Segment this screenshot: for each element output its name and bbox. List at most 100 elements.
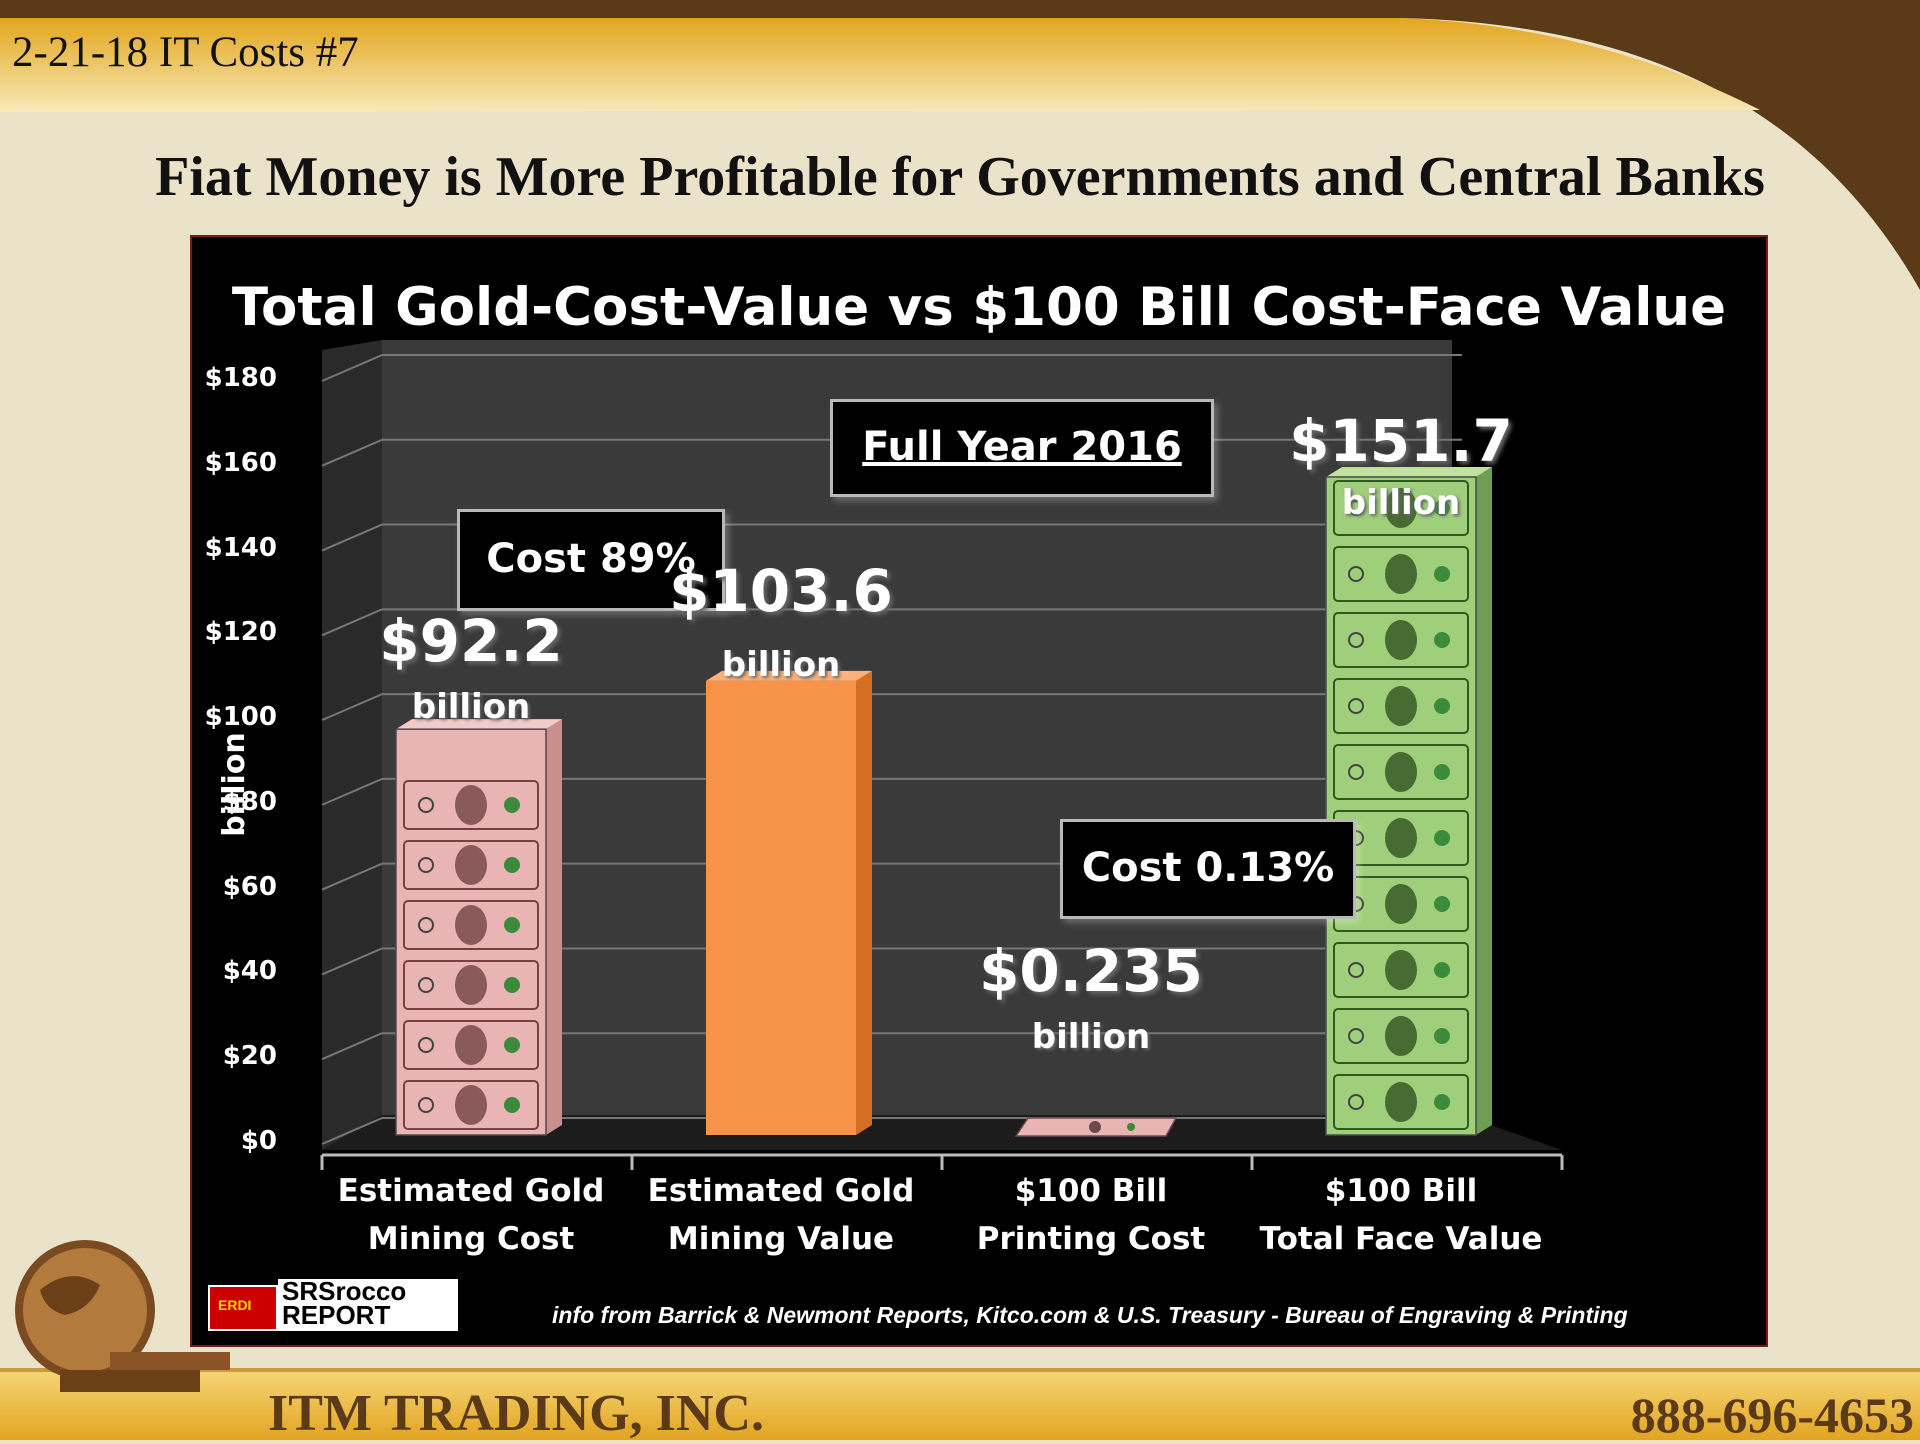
banknote — [1333, 1074, 1469, 1130]
banknote-seal — [1348, 698, 1364, 714]
category-label-line: Mining Cost — [367, 1221, 575, 1257]
category-label-line: $100 Bill — [1324, 1173, 1478, 1209]
banknote — [403, 960, 539, 1010]
category-label-line: Estimated Gold — [337, 1173, 605, 1209]
banknote — [403, 840, 539, 890]
banknote — [403, 1020, 539, 1070]
chart-side-wall — [322, 340, 382, 1150]
bar-1 — [706, 680, 856, 1135]
banknote-seal — [1348, 566, 1364, 582]
y-tick-label: $160 — [204, 447, 277, 478]
gridline-side — [321, 1117, 383, 1145]
bar-top — [1326, 466, 1492, 477]
banknote-seal-green — [1434, 764, 1450, 780]
srsrocco-logo: ERDI SRSrocco REPORT — [208, 1276, 464, 1331]
y-tick-label: $180 — [204, 363, 277, 393]
banknote-portrait — [455, 785, 487, 825]
bill-portrait — [1089, 1121, 1101, 1133]
banknote-portrait — [1385, 884, 1417, 924]
banknote-seal-green — [504, 857, 520, 873]
value-unit-label: billion — [411, 687, 531, 727]
bar-side — [546, 719, 562, 1135]
banknote-seal-green — [1434, 500, 1450, 516]
category-label-line: Mining Value — [667, 1221, 895, 1257]
value-label: $92.2 — [379, 607, 563, 675]
banknote — [1333, 480, 1469, 536]
bill-seal — [1127, 1123, 1135, 1131]
banknote-seal-green — [504, 977, 520, 993]
value-label: $103.6 — [669, 557, 893, 625]
bill-cost-ratio-label: Cost 0.13% — [1060, 819, 1356, 919]
banknote-portrait — [1385, 488, 1417, 528]
banknote-seal-green — [1434, 962, 1450, 978]
bar-side — [856, 670, 872, 1135]
category-label-line: $100 Bill — [1014, 1173, 1168, 1209]
period-label: Full Year 2016 — [830, 399, 1214, 497]
banknote-seal-green — [1434, 566, 1450, 582]
banknote-portrait — [455, 905, 487, 945]
gridline-side — [321, 354, 383, 382]
value-unit-label: billion — [1031, 1017, 1151, 1057]
banknote — [403, 900, 539, 950]
period-text: Full Year 2016 — [862, 424, 1182, 470]
slide-tag: 2-21-18 IT Costs #7 — [12, 29, 359, 76]
chart-panel: Total Gold-Cost-Value vs $100 Bill Cost-… — [190, 235, 1768, 1347]
y-tick-label: $140 — [204, 532, 277, 563]
y-tick-label: $20 — [222, 1041, 277, 1072]
banknote-seal-green — [504, 1037, 520, 1053]
logo-badge-text: ERDI — [218, 1297, 252, 1313]
banknote-seal-green — [1434, 632, 1450, 648]
y-tick-label: $100 — [204, 702, 277, 733]
banknote-seal-green — [504, 1097, 520, 1113]
gridline-side — [321, 862, 383, 891]
category-label: $100 Bill Total Face Value — [1231, 1167, 1571, 1263]
banknote-seal — [418, 1097, 434, 1113]
banknote-portrait — [1385, 1082, 1417, 1122]
banknote-portrait — [1385, 620, 1417, 660]
banknote-seal — [1348, 764, 1364, 780]
gridline-side — [321, 523, 383, 552]
banknote-seal-green — [1434, 896, 1450, 912]
category-label: $100 Bill Printing Cost — [921, 1167, 1261, 1263]
value-label: $151.7 — [1289, 407, 1513, 475]
banknote-portrait — [455, 845, 487, 885]
banknote-seal — [1348, 632, 1364, 648]
gridline-side — [321, 947, 383, 976]
value-unit-label: billion — [1341, 483, 1461, 523]
gold-cost-ratio-label: Cost 89% — [457, 509, 725, 611]
banknote-portrait — [1385, 554, 1417, 594]
y-tick-label: $60 — [222, 871, 277, 902]
banknote-seal-green — [504, 917, 520, 933]
category-label-line: Estimated Gold — [647, 1173, 915, 1209]
banknote — [1333, 678, 1469, 734]
category-label: Estimated Gold Mining Cost — [301, 1167, 641, 1263]
y-tick-label: $0 — [240, 1126, 277, 1156]
company-name: ITM TRADING, INC. — [268, 1385, 764, 1442]
globe-icon — [15, 1240, 230, 1392]
banknote-seal — [1348, 1028, 1364, 1044]
banknote-portrait — [1385, 950, 1417, 990]
banknote-portrait — [1385, 1016, 1417, 1056]
banknote — [403, 780, 539, 830]
banknote-seal-green — [1434, 1028, 1450, 1044]
banknote — [403, 1080, 539, 1130]
y-tick-label: $120 — [204, 617, 277, 648]
banknote-portrait — [1385, 818, 1417, 858]
logo-text: SRSrocco REPORT — [278, 1276, 458, 1331]
logo-badge: ERDI — [208, 1285, 278, 1331]
logo-line1: SRSrocco — [282, 1276, 407, 1306]
banknote-seal-green — [1434, 1094, 1450, 1110]
phone-number: 888-696-4653 — [1630, 1387, 1914, 1443]
banknote-portrait — [455, 965, 487, 1005]
banknote — [1333, 744, 1469, 800]
bar-top — [396, 719, 562, 730]
chart-title: Total Gold-Cost-Value vs $100 Bill Cost-… — [231, 277, 1727, 338]
gridline-side — [321, 608, 383, 637]
banknote — [1333, 612, 1469, 668]
value-unit-label: billion — [721, 645, 841, 685]
banknote — [1333, 942, 1469, 998]
banknote — [1333, 1008, 1469, 1064]
banknote-seal — [418, 1037, 434, 1053]
category-label-line: Total Face Value — [1259, 1221, 1543, 1257]
chart-floor — [322, 1115, 1562, 1150]
